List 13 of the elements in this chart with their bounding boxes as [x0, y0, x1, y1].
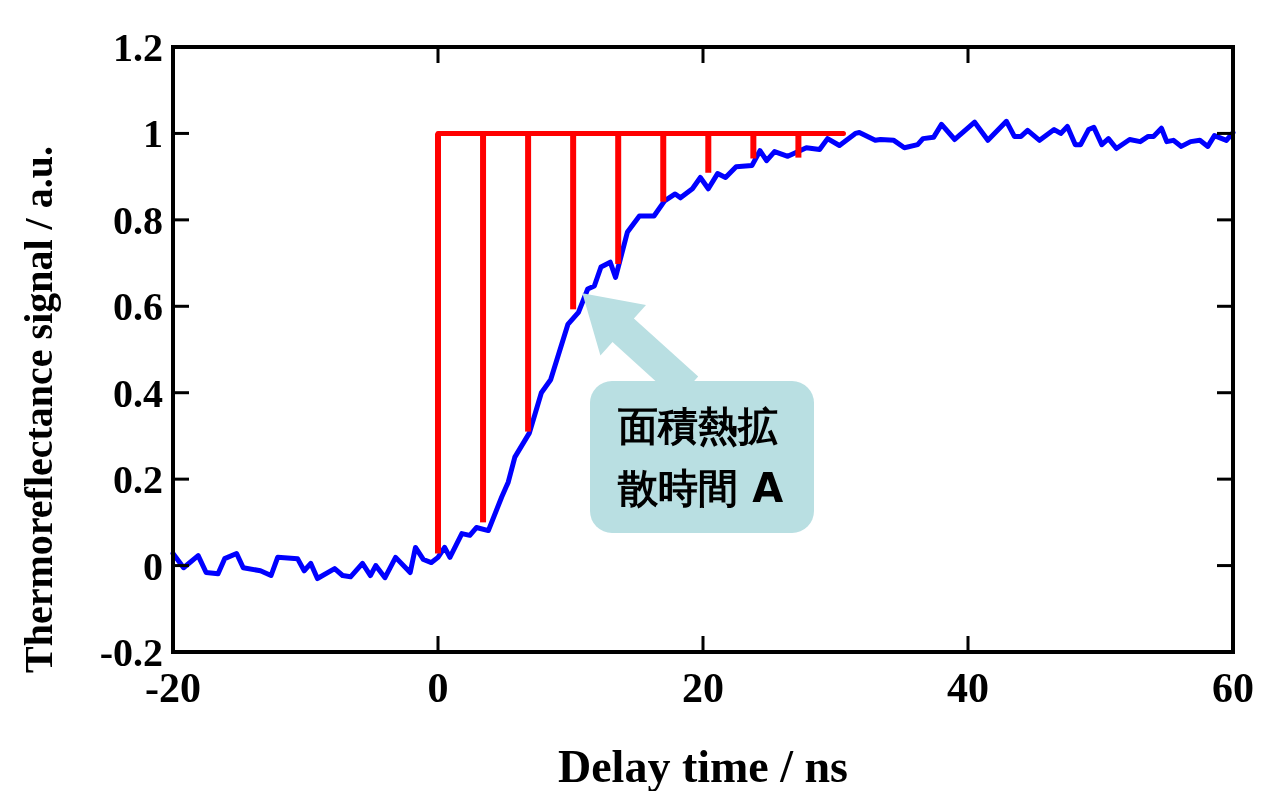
y-tick-label: 0.6 [113, 284, 163, 330]
y-tick-label: 1 [143, 111, 163, 157]
y-axis-title: Thermoreflectance signal / a.u. [16, 146, 61, 673]
y-tick-label: 0 [143, 543, 163, 589]
x-tick-label: 0 [427, 665, 449, 711]
annotation: 面積熱拡散時間 A [590, 381, 815, 534]
y-tick-label: 0.2 [113, 457, 163, 503]
y-tick-label: 0.4 [113, 370, 163, 416]
x-tick-label: 40 [947, 665, 989, 711]
x-tick-label: 20 [682, 665, 724, 711]
y-tick-label: 1.2 [113, 25, 163, 70]
y-tick-label: 0.8 [113, 197, 163, 243]
x-tick-label: 60 [1212, 665, 1254, 711]
